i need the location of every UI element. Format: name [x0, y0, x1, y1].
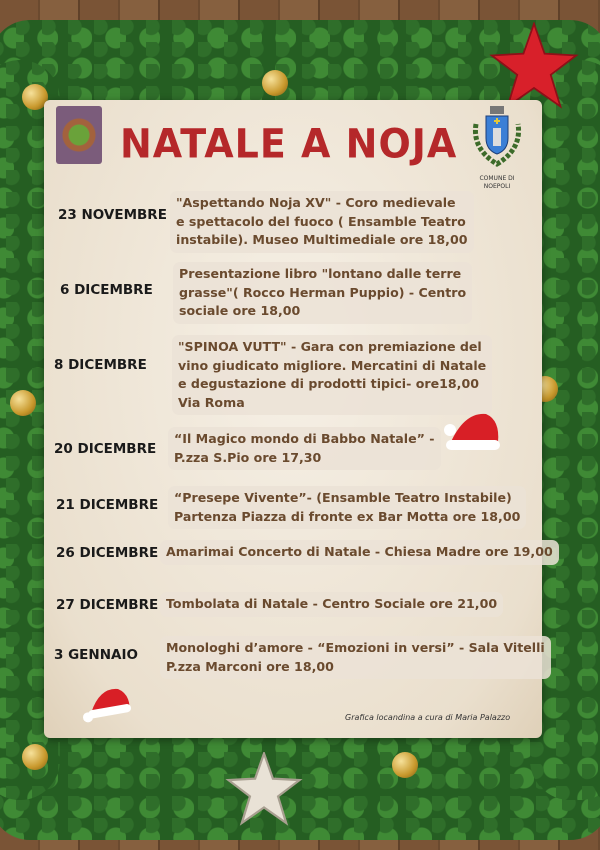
event-description: "Aspettando Noja XV" - Coro medievale e s… — [170, 191, 474, 253]
municipal-crest-icon — [472, 106, 522, 167]
bauble-ornament — [22, 744, 48, 770]
event-description-line: grasse"( Rocco Herman Puppio) - Centro — [179, 284, 467, 300]
event-description-line: “Presepe Vivente”- (Ensamble Teatro Inst… — [174, 490, 512, 505]
event-description: “Presepe Vivente”- (Ensamble Teatro Inst… — [168, 486, 527, 529]
event-description-line: P.zza S.Pio ore 17,30 — [174, 449, 322, 465]
event-description: Amarimai Concerto di Natale - Chiesa Mad… — [160, 540, 559, 565]
crest-caption: COMUNE DI NOEPOLI — [479, 175, 515, 190]
santa-hat-icon — [83, 688, 132, 723]
event-description-line: "Aspettando Noja XV" - Coro medievale — [176, 195, 456, 210]
event-description-line: vino giudicato migliore. Mercatini di Na… — [178, 357, 487, 373]
bauble-ornament — [22, 84, 48, 110]
event-description-line: "SPINOA VUTT" - Gara con premiazione del — [178, 339, 482, 354]
event-description-line: instabile). Museo Multimediale ore 18,00 — [176, 232, 468, 247]
silver-star-icon — [225, 752, 303, 826]
event-description-line: e spettacolo del fuoco ( Ensamble Teatro — [176, 213, 466, 229]
event-date: 3 GENNAIO — [54, 647, 138, 663]
event-date: 27 DICEMBRE — [56, 597, 159, 613]
bauble-ornament — [392, 752, 418, 778]
event-description-line: Presentazione libro "lontano dalle terre — [179, 266, 462, 281]
event-logo — [56, 106, 102, 164]
garland-bottom — [0, 730, 600, 840]
event-description: "SPINOA VUTT" - Gara con premiazione del… — [172, 335, 493, 415]
event-description-line: P.zza Marconi ore 18,00 — [166, 658, 334, 674]
event-description: Monologhi d’amore - “Emozioni in versi” … — [160, 636, 551, 679]
event-description-line: Tombolata di Natale - Centro Sociale ore… — [166, 596, 498, 611]
event-date: 8 DICEMBRE — [54, 357, 147, 373]
event-description: “Il Magico mondo di Babbo Natale” - P.zza… — [168, 427, 441, 470]
event-date: 23 NOVEMBRE — [58, 207, 167, 223]
santa-hat-icon — [444, 413, 500, 450]
event-date: 20 DICEMBRE — [54, 441, 157, 457]
event-description-line: Partenza Piazza di fronte ex Bar Motta o… — [174, 508, 521, 524]
event-description-line: “Il Magico mondo di Babbo Natale” - — [174, 431, 435, 446]
bauble-ornament — [262, 70, 288, 96]
event-description-line: sociale ore 18,00 — [179, 303, 301, 318]
event-date: 6 DICEMBRE — [60, 282, 153, 298]
page-title: NATALE A NOJA — [120, 120, 458, 168]
event-description-line: e degustazione di prodotti tipici- ore18… — [178, 376, 479, 391]
event-description-line: Monologhi d’amore - “Emozioni in versi” … — [166, 640, 545, 655]
event-description: Presentazione libro "lontano dalle terre… — [173, 262, 473, 324]
event-description-line: Via Roma — [178, 394, 245, 410]
red-star-icon — [489, 22, 579, 109]
event-date: 21 DICEMBRE — [56, 497, 159, 513]
event-description-line: Amarimai Concerto di Natale - Chiesa Mad… — [166, 544, 553, 559]
bauble-ornament — [10, 390, 36, 416]
event-date: 26 DICEMBRE — [56, 545, 159, 561]
credit-text: Grafica locandina a cura di Maria Palazz… — [345, 713, 511, 722]
event-description: Tombolata di Natale - Centro Sociale ore… — [160, 592, 504, 617]
